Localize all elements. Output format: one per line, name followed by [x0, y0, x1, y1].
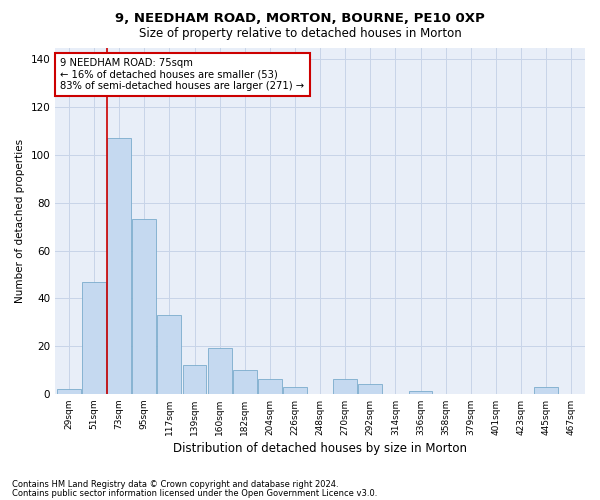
Y-axis label: Number of detached properties: Number of detached properties	[15, 138, 25, 302]
Text: Size of property relative to detached houses in Morton: Size of property relative to detached ho…	[139, 28, 461, 40]
Bar	[157, 315, 181, 394]
Bar	[57, 389, 81, 394]
Text: 9, NEEDHAM ROAD, MORTON, BOURNE, PE10 0XP: 9, NEEDHAM ROAD, MORTON, BOURNE, PE10 0X…	[115, 12, 485, 26]
Bar	[333, 380, 357, 394]
Bar	[133, 220, 156, 394]
Bar	[283, 386, 307, 394]
Bar	[233, 370, 257, 394]
Text: 9 NEEDHAM ROAD: 75sqm
← 16% of detached houses are smaller (53)
83% of semi-deta: 9 NEEDHAM ROAD: 75sqm ← 16% of detached …	[61, 58, 305, 91]
Bar	[208, 348, 232, 394]
Bar	[182, 365, 206, 394]
Bar	[409, 392, 433, 394]
Bar	[82, 282, 106, 394]
Bar	[258, 380, 282, 394]
Text: Contains public sector information licensed under the Open Government Licence v3: Contains public sector information licen…	[12, 488, 377, 498]
Bar	[107, 138, 131, 394]
Text: Contains HM Land Registry data © Crown copyright and database right 2024.: Contains HM Land Registry data © Crown c…	[12, 480, 338, 489]
Bar	[358, 384, 382, 394]
X-axis label: Distribution of detached houses by size in Morton: Distribution of detached houses by size …	[173, 442, 467, 455]
Bar	[534, 386, 558, 394]
